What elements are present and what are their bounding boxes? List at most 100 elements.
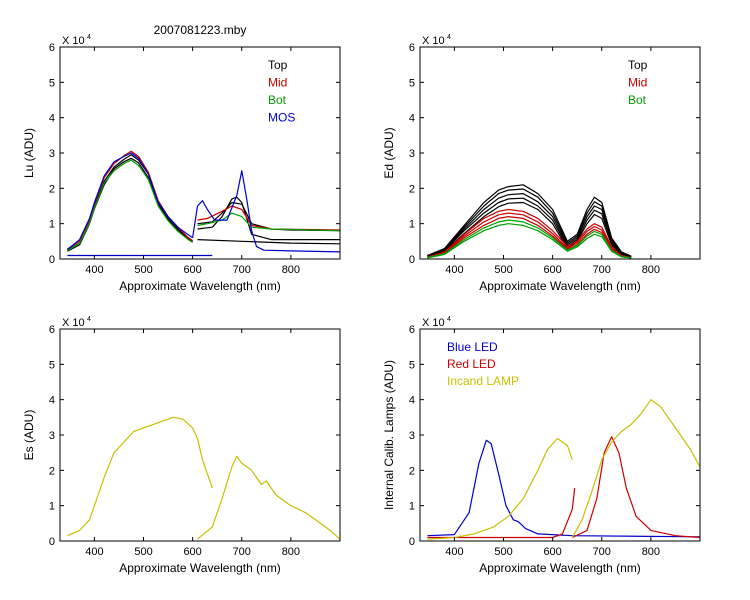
legend-entry-top: Top (628, 58, 648, 72)
axis-multiplier-exponent: 4 (87, 316, 91, 323)
y-tick-label: 3 (49, 148, 55, 160)
series-line-mos-4 (67, 152, 193, 250)
series-line-top-0 (67, 154, 193, 251)
series-line-es-0 (67, 416, 213, 537)
y-tick-label: 6 (409, 324, 415, 336)
legend-entry-mos: MOS (268, 111, 295, 125)
y-tick-label: 2 (409, 183, 415, 195)
x-axis-label: Approximate Wavelength (nm) (119, 279, 281, 293)
plot-frame (59, 46, 341, 260)
x-tick-label: 800 (282, 546, 300, 558)
y-tick-label: 4 (49, 395, 55, 407)
x-tick-label: 800 (642, 264, 660, 276)
x-tick-label: 500 (134, 264, 152, 276)
y-axis-label: Es (ADU) (22, 410, 36, 461)
y-tick-label: 3 (409, 430, 415, 442)
y-tick-label: 0 (409, 536, 415, 548)
series-line-bot-3 (67, 159, 193, 252)
x-tick-label: 400 (85, 546, 103, 558)
y-tick-label: 6 (49, 42, 55, 54)
series-line-top-1 (427, 188, 632, 258)
series-line-top-2 (427, 193, 632, 258)
series-line-mid-2 (67, 150, 193, 250)
y-tick-label: 5 (409, 359, 415, 371)
x-tick-label: 700 (593, 264, 611, 276)
series-line-incand-lamp-4 (571, 399, 701, 538)
x-tick-label: 700 (593, 546, 611, 558)
y-axis-label: Internal Calib. Lamps (ADU) (382, 360, 396, 510)
y-tick-label: 1 (49, 501, 55, 513)
legend-entry-bot: Bot (268, 93, 287, 107)
series-line-top-3 (427, 197, 632, 258)
series-line-bot-9 (427, 223, 632, 259)
y-tick-label: 4 (409, 395, 415, 407)
series-line-red-led-2 (572, 436, 701, 539)
figure-title: 2007081223.mby (154, 23, 247, 37)
y-tick-label: 5 (49, 77, 55, 89)
y-tick-label: 2 (409, 465, 415, 477)
axis-multiplier: X 10 (422, 35, 445, 47)
series-line-top-8 (197, 239, 341, 245)
x-tick-label: 400 (445, 546, 463, 558)
axis-multiplier: X 10 (62, 317, 85, 329)
series-line-top-0 (427, 184, 632, 257)
y-tick-label: 5 (409, 77, 415, 89)
x-tick-label: 700 (233, 546, 251, 558)
legend-entry-mid: Mid (268, 76, 287, 90)
series-line-top-7 (197, 196, 340, 241)
x-tick-label: 400 (445, 264, 463, 276)
series-line-mid-5 (427, 208, 632, 259)
series-line-red-led-1 (427, 487, 576, 539)
y-tick-label: 1 (49, 219, 55, 231)
axis-multiplier: X 10 (62, 35, 85, 47)
x-tick-label: 700 (233, 264, 251, 276)
series-line-top-6 (197, 201, 341, 232)
series-line-bot-8 (427, 219, 632, 259)
y-tick-label: 5 (49, 359, 55, 371)
axis-multiplier-exponent: 4 (447, 316, 451, 323)
axis-multiplier: X 10 (422, 317, 445, 329)
x-tick-label: 800 (282, 264, 300, 276)
series-line-bot-10 (197, 212, 341, 232)
y-tick-label: 0 (49, 254, 55, 266)
x-tick-label: 800 (642, 546, 660, 558)
x-axis-label: Approximate Wavelength (nm) (119, 561, 281, 575)
y-tick-label: 1 (409, 501, 415, 513)
y-tick-label: 2 (49, 465, 55, 477)
series-line-incand-lamp-3 (427, 437, 573, 540)
y-tick-label: 2 (49, 183, 55, 195)
series-line-es-1 (197, 455, 341, 540)
legend-entry-bot: Bot (628, 93, 647, 107)
series-line-mid-6 (427, 212, 632, 259)
y-tick-label: 6 (49, 324, 55, 336)
y-tick-label: 6 (409, 42, 415, 54)
series-line-top-1 (67, 157, 193, 252)
y-tick-label: 4 (409, 113, 415, 125)
legend-entry-blue-led: Blue LED (447, 340, 498, 354)
x-tick-label: 600 (183, 546, 201, 558)
y-axis-label: Ed (ADU) (382, 127, 396, 178)
x-tick-label: 500 (494, 264, 512, 276)
x-tick-label: 400 (85, 264, 103, 276)
y-tick-label: 0 (49, 536, 55, 548)
axis-multiplier-exponent: 4 (87, 34, 91, 41)
x-axis-label: Approximate Wavelength (nm) (479, 561, 641, 575)
x-tick-label: 500 (134, 546, 152, 558)
y-tick-label: 3 (49, 430, 55, 442)
y-tick-label: 4 (49, 113, 55, 125)
x-axis-label: Approximate Wavelength (nm) (479, 279, 641, 293)
x-tick-label: 600 (183, 264, 201, 276)
legend-entry-incand-lamp: Incand LAMP (447, 374, 519, 388)
x-tick-label: 600 (543, 546, 561, 558)
series-line-top-4 (427, 201, 632, 258)
x-tick-label: 600 (543, 264, 561, 276)
legend-entry-mid: Mid (628, 76, 647, 90)
series-line-mid-9 (197, 205, 341, 231)
y-tick-label: 0 (409, 254, 415, 266)
y-axis-label: Lu (ADU) (22, 128, 36, 178)
